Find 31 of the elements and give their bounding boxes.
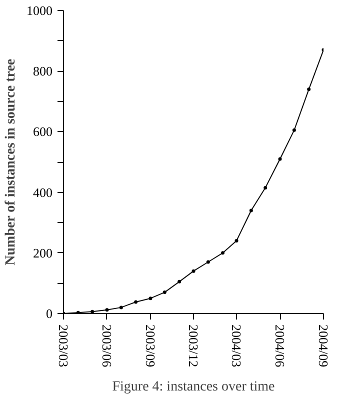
point (192, 269, 196, 273)
y-axis-title: Number of instances in source tree (4, 58, 18, 266)
caption: Figure 4: instances over time (112, 380, 275, 394)
point (119, 306, 123, 310)
point (148, 296, 152, 300)
y-tick-label: 600 (33, 124, 52, 140)
point (292, 128, 296, 132)
x-tick-label: 2003/06 (99, 324, 114, 368)
point (234, 239, 238, 243)
y-tick-label: 200 (33, 245, 52, 260)
point (134, 300, 138, 304)
point (249, 208, 253, 212)
point (278, 157, 282, 161)
x-tick-label: 2003/12 (186, 324, 201, 368)
point (307, 88, 311, 92)
x-tick-label: 2003/09 (142, 324, 158, 368)
point (162, 290, 166, 294)
x-tick-label: 2004/03 (229, 324, 244, 368)
x-tick-label: 2003/03 (56, 324, 71, 368)
point (105, 308, 109, 312)
point (221, 251, 225, 255)
point (264, 186, 268, 190)
point (90, 310, 94, 314)
y-tick-label: 800 (33, 64, 52, 79)
point (178, 280, 182, 284)
y-tick-label: 0 (46, 306, 52, 321)
point (206, 260, 210, 264)
y-tick-label: 400 (33, 184, 52, 200)
x-tick-label: 2004/06 (272, 324, 288, 368)
y-tick-label: 1000 (26, 3, 52, 18)
x-tick-label: 2004/09 (316, 324, 331, 368)
